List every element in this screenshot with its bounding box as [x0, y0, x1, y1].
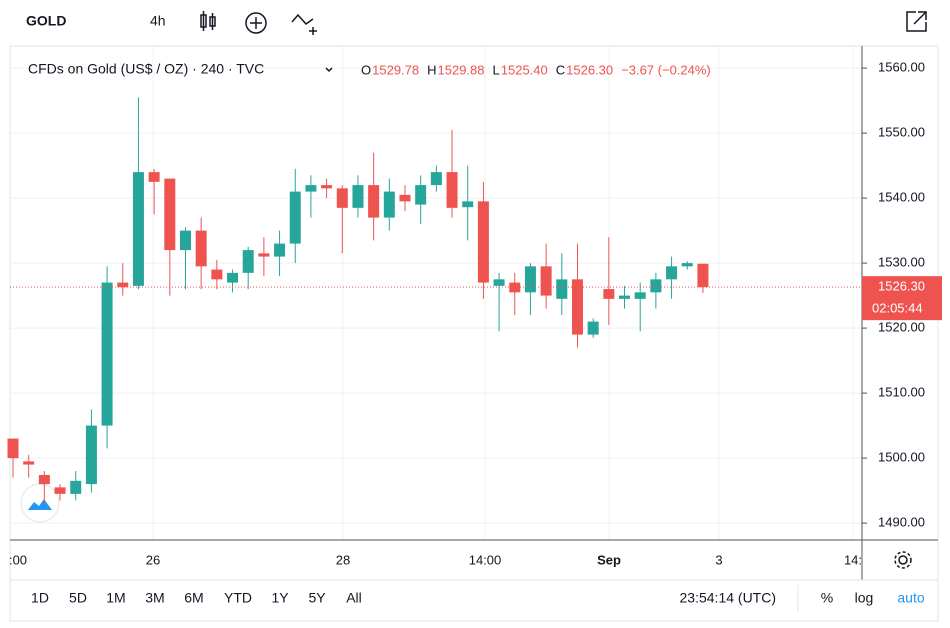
- candle-body: [681, 263, 693, 267]
- scale-option[interactable]: log: [855, 590, 874, 606]
- legend-value: 1525.40: [501, 62, 548, 77]
- range-button[interactable]: 1D: [31, 590, 49, 606]
- candle-body: [540, 266, 552, 296]
- x-tick-label: 28: [336, 552, 350, 567]
- range-button[interactable]: 1M: [106, 590, 125, 606]
- legend-change: −3.67 (−0.24%): [621, 62, 711, 77]
- x-tick-label: 26: [146, 552, 160, 567]
- candle-body: [227, 272, 239, 283]
- y-tick-label: 1540.00: [878, 190, 925, 205]
- candle-body: [462, 201, 474, 208]
- candle-body: [242, 250, 254, 273]
- candle-body: [7, 438, 19, 459]
- interval[interactable]: 4h: [150, 13, 166, 29]
- candle-body: [195, 230, 207, 267]
- y-tick-label: 1550.00: [878, 125, 925, 140]
- y-tick-label: 1490.00: [878, 515, 925, 530]
- candle-body: [430, 172, 442, 186]
- candle-body: [368, 185, 380, 218]
- legend-key: C: [556, 62, 565, 77]
- settings-icon[interactable]: [894, 551, 912, 569]
- scale-option[interactable]: %: [821, 590, 833, 606]
- candle-body: [383, 191, 395, 218]
- candle-body: [274, 243, 286, 257]
- range-button[interactable]: 6M: [184, 590, 203, 606]
- legend-value: 1526.30: [566, 62, 613, 77]
- candle-body: [697, 263, 709, 288]
- candle-body: [336, 188, 348, 208]
- indicators-icon[interactable]: [291, 13, 317, 35]
- y-tick-label: 1530.00: [878, 255, 925, 270]
- range-button[interactable]: All: [346, 590, 362, 606]
- y-tick-label: 1560.00: [878, 60, 925, 75]
- candle-body: [352, 185, 364, 208]
- candle-body: [493, 279, 505, 286]
- candle-body: [101, 282, 113, 426]
- candle-body: [619, 295, 631, 299]
- tradingview-logo[interactable]: [20, 483, 60, 523]
- range-button[interactable]: YTD: [224, 590, 252, 606]
- candle-body: [603, 289, 615, 299]
- legend-value: 1529.88: [438, 62, 485, 77]
- legend-key: O: [361, 62, 371, 77]
- candle-body: [85, 425, 97, 485]
- legend-title: CFDs on Gold (US$ / OZ) · 240 · TVC: [28, 61, 264, 77]
- x-tick-label: :00: [9, 552, 27, 567]
- last-price-box: [862, 276, 942, 321]
- candle-body: [117, 282, 129, 288]
- y-tick-label: 1500.00: [878, 450, 925, 465]
- candle-body: [524, 266, 536, 293]
- candle-body: [132, 172, 144, 286]
- candle-body: [54, 487, 66, 494]
- range-button[interactable]: 5D: [69, 590, 87, 606]
- scale-option[interactable]: auto: [897, 590, 924, 606]
- candle-body: [571, 279, 583, 335]
- candle-body: [477, 201, 489, 283]
- candle-body: [587, 321, 599, 335]
- candle-body: [164, 178, 176, 251]
- candle-body: [70, 480, 82, 494]
- candle-body: [305, 185, 317, 192]
- last-price-label: 1526.30: [878, 279, 925, 294]
- legend-key: H: [427, 62, 436, 77]
- candle-body: [666, 266, 678, 280]
- legend-key: L: [493, 62, 500, 77]
- x-tick-label: Sep: [597, 552, 621, 567]
- add-compare-icon[interactable]: [245, 12, 267, 34]
- candle-body: [446, 172, 458, 208]
- candle-body: [179, 230, 191, 251]
- legend-value: 1529.78: [372, 62, 419, 77]
- x-tick-label: 14:00: [469, 552, 502, 567]
- candle-body: [650, 279, 662, 293]
- popout-icon[interactable]: [906, 11, 927, 32]
- candle-body: [634, 292, 646, 299]
- legend-fields: O 1529.78 H 1529.88 L 1525.40 C 1526.30 −3.67 (−…: [361, 62, 711, 77]
- candle-body: [399, 194, 411, 202]
- candle-body: [556, 279, 568, 299]
- x-tick-label: 3: [715, 552, 722, 567]
- symbol[interactable]: GOLD: [26, 13, 66, 29]
- dropdown-icon[interactable]: [325, 67, 333, 73]
- candle-body: [415, 185, 427, 205]
- candle-body: [211, 269, 223, 280]
- candle-body: [23, 461, 35, 465]
- range-button[interactable]: 1Y: [271, 590, 289, 606]
- candle-body: [321, 185, 333, 189]
- utc-clock[interactable]: 23:54:14 (UTC): [680, 590, 776, 606]
- candle-body: [258, 253, 270, 257]
- range-button[interactable]: 3M: [145, 590, 164, 606]
- y-tick-label: 1510.00: [878, 385, 925, 400]
- candle-body: [38, 475, 50, 485]
- candle-body: [148, 172, 160, 182]
- candles-icon[interactable]: [200, 11, 216, 31]
- candle-body: [289, 191, 301, 244]
- countdown: 02:05:44: [872, 301, 923, 316]
- x-tick-label: 14:: [844, 552, 862, 567]
- range-button[interactable]: 5Y: [308, 590, 326, 606]
- y-tick-label: 1520.00: [878, 320, 925, 335]
